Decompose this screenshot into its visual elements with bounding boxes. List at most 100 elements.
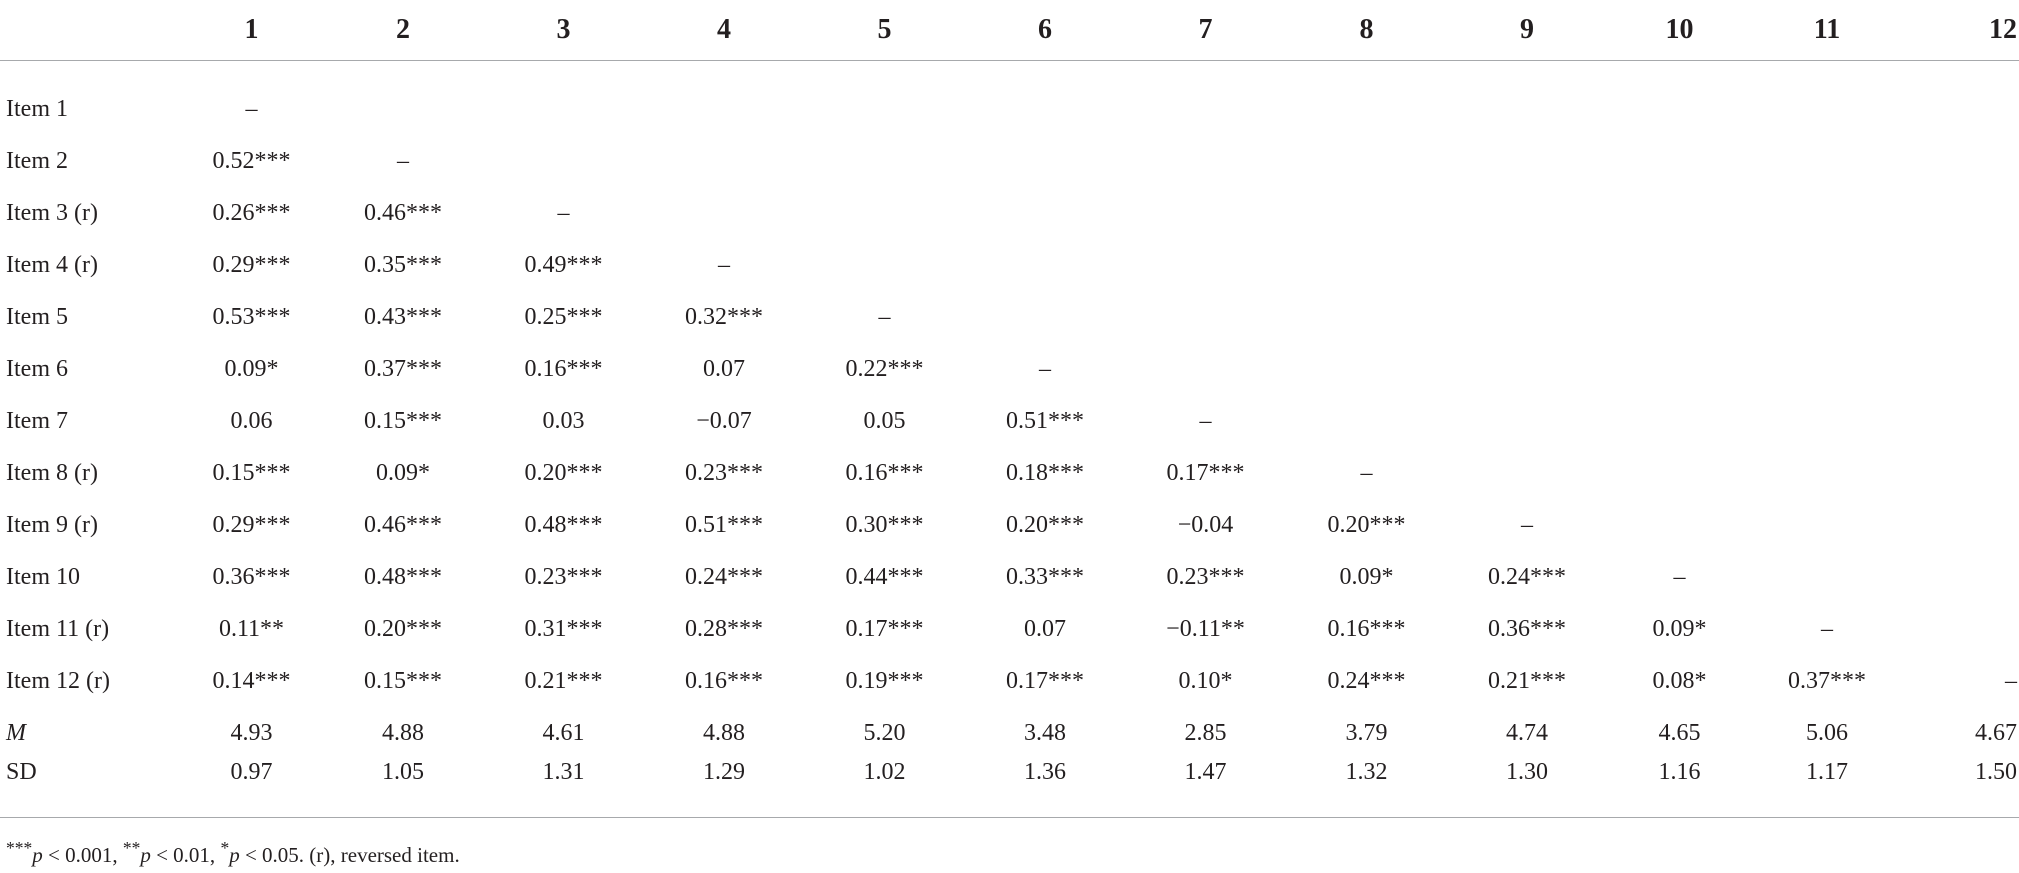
table-cell: 0.36*** xyxy=(212,563,291,590)
table-cell: 3.79 xyxy=(1345,719,1388,746)
table-cell xyxy=(323,83,483,135)
table-cell: 0.07 xyxy=(703,355,745,382)
table-cell xyxy=(1752,135,1902,187)
table-cell xyxy=(1447,83,1607,135)
table-cell xyxy=(1752,343,1902,395)
table-cell: 0.37*** xyxy=(364,355,442,382)
table-row: M 4.93 4.88 4.61 4.88 5.20 3.48 2.85 3.79 4.74 4.6… xyxy=(0,707,2019,759)
table-cell xyxy=(1752,447,1902,499)
table-cell: 0.16*** xyxy=(685,667,763,694)
table-cell: 0.10* xyxy=(1178,667,1233,694)
table-cell: 4.61 xyxy=(542,719,585,746)
header-row: 1 2 3 4 5 6 7 8 9 10 11 12 xyxy=(0,0,2019,61)
table-cell: 0.15*** xyxy=(364,667,442,694)
table-cell xyxy=(965,291,1125,343)
column-header-7: 7 xyxy=(1125,0,1286,61)
table-cell xyxy=(1286,187,1447,239)
column-header-3: 3 xyxy=(483,0,644,61)
table-cell: – xyxy=(1039,355,1051,382)
table-cell: 1.32 xyxy=(1286,759,1447,818)
column-header-8: 8 xyxy=(1286,0,1447,61)
table-cell: 0.44*** xyxy=(845,563,924,590)
footnote-stars-3: * xyxy=(220,838,230,858)
row-label: SD xyxy=(0,759,180,818)
table-cell xyxy=(1607,187,1752,239)
table-cell: 0.21*** xyxy=(524,667,603,694)
table-cell: 0.07 xyxy=(1024,615,1066,642)
footnote-stars-1: *** xyxy=(6,838,33,858)
table-cell xyxy=(965,239,1125,291)
row-label: Item 4 (r) xyxy=(6,251,98,278)
table-footnote: ***p < 0.001, **p < 0.01, *p < 0.05. (r)… xyxy=(6,838,460,868)
header-spacer xyxy=(0,61,2019,84)
table-cell: 0.05 xyxy=(863,407,906,434)
row-label: Item 11 (r) xyxy=(6,615,110,642)
table-cell: 0.09* xyxy=(224,355,279,382)
table-cell: – xyxy=(878,303,891,330)
table-cell xyxy=(1447,135,1607,187)
table-row: Item 11 (r) 0.11** 0.20*** 0.31*** 0.28*** 0.… xyxy=(0,603,2019,655)
table-cell: 0.06 xyxy=(230,407,273,434)
table-cell xyxy=(1902,135,2019,187)
table-row: Item 3 (r) 0.26*** 0.46*** – xyxy=(0,187,2019,239)
column-header-11: 11 xyxy=(1752,0,1902,61)
table-cell: 0.08* xyxy=(1652,667,1707,694)
column-header-5: 5 xyxy=(804,0,965,61)
table-cell: 0.48*** xyxy=(524,511,603,538)
table-cell: 0.20*** xyxy=(1006,511,1084,538)
table-cell xyxy=(1286,83,1447,135)
table-row: Item 9 (r) 0.29*** 0.46*** 0.48*** 0.51*** 0.… xyxy=(0,499,2019,551)
table-cell xyxy=(1902,395,2019,447)
table-cell: −0.11** xyxy=(1166,615,1245,642)
row-label: Item 1 xyxy=(6,95,68,122)
table-cell: 0.46*** xyxy=(364,511,442,538)
table-cell: 0.16*** xyxy=(1327,615,1406,642)
row-label: Item 6 xyxy=(6,355,68,382)
row-label: Item 8 (r) xyxy=(6,459,98,486)
table-cell: 1.05 xyxy=(323,759,483,818)
table-cell xyxy=(1752,187,1902,239)
table-cell: 0.29*** xyxy=(212,251,291,278)
table-cell: 0.16*** xyxy=(845,459,924,486)
table-cell: – xyxy=(1521,511,1533,538)
row-label: Item 3 (r) xyxy=(6,199,98,226)
table-cell: 0.24*** xyxy=(1488,563,1566,590)
table-cell: 1.50 xyxy=(1902,759,2019,818)
table-cell: 0.09* xyxy=(1652,615,1707,642)
table-cell: 1.17 xyxy=(1752,759,1902,818)
table-cell: 0.26*** xyxy=(212,199,291,226)
table-cell: 0.11** xyxy=(218,615,285,642)
table-cell xyxy=(1447,447,1607,499)
table-cell xyxy=(1447,395,1607,447)
table-cell xyxy=(965,83,1125,135)
table-cell: 0.03 xyxy=(542,407,585,434)
table-cell: 0.36*** xyxy=(1488,615,1566,642)
table-cell xyxy=(1447,343,1607,395)
table-cell xyxy=(965,135,1125,187)
table-cell xyxy=(1752,239,1902,291)
table-cell xyxy=(1607,239,1752,291)
table-cell: 0.46*** xyxy=(364,199,442,226)
table-cell xyxy=(1125,291,1286,343)
footnote-p-1: p xyxy=(32,843,43,867)
table-cell: – xyxy=(1199,407,1212,434)
row-label: Item 7 xyxy=(6,407,68,434)
table-cell xyxy=(1902,343,2019,395)
table-row: Item 8 (r) 0.15*** 0.09* 0.20*** 0.23*** 0.16… xyxy=(0,447,2019,499)
table-cell: – xyxy=(2005,667,2017,694)
table-cell xyxy=(1607,343,1752,395)
table-cell: 0.21*** xyxy=(1488,667,1566,694)
table-cell: 0.16*** xyxy=(524,355,603,382)
table-cell: 0.23*** xyxy=(685,459,763,486)
table-cell xyxy=(1752,291,1902,343)
table-cell xyxy=(1125,83,1286,135)
column-header-6: 6 xyxy=(965,0,1125,61)
footnote-text-2: < 0.01, xyxy=(150,843,221,867)
table-row: SD 0.97 1.05 1.31 1.29 1.02 1.36 1.47 1.32 1.30 1.… xyxy=(0,759,2019,818)
table-cell: 4.93 xyxy=(230,719,273,746)
table-cell: 1.30 xyxy=(1447,759,1607,818)
table-cell: – xyxy=(557,199,570,226)
table-cell xyxy=(1447,239,1607,291)
table-row: Item 6 0.09* 0.37*** 0.16*** 0.07 0.22*** – xyxy=(0,343,2019,395)
table-cell xyxy=(1125,135,1286,187)
